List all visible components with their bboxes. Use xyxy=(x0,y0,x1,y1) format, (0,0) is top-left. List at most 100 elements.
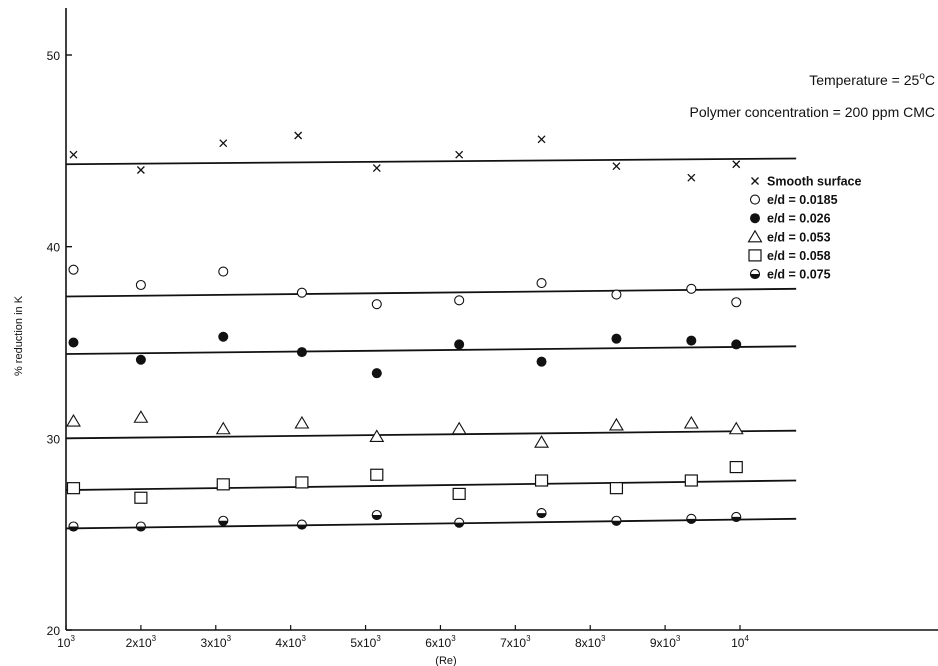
data-points xyxy=(66,131,744,532)
point-e-d-0-058 xyxy=(452,487,466,501)
point-e-d-0-026 xyxy=(536,356,547,367)
point-smooth-surface xyxy=(136,166,145,174)
x-tick-label: 7x103 xyxy=(500,634,531,650)
point-e-d-0-0185 xyxy=(731,297,742,308)
fit-line-e-d-0-053 xyxy=(65,429,797,440)
legend-marker-smooth-surface xyxy=(751,177,759,185)
point-e-d-0-053 xyxy=(728,421,744,435)
x-axis-title: (Re) xyxy=(435,655,456,666)
y-tick-label: 30 xyxy=(47,432,61,446)
legend-marker-e-d-0-026 xyxy=(750,213,760,224)
legend-label-e-d-0-058: e/d = 0.058 xyxy=(767,249,831,263)
point-e-d-0-0185 xyxy=(371,299,382,310)
legend-label-smooth-surface: Smooth surface xyxy=(767,175,862,189)
point-smooth-surface xyxy=(537,135,546,144)
point-e-d-0-053 xyxy=(534,435,550,448)
point-e-d-0-075 xyxy=(68,521,79,532)
point-e-d-0-053 xyxy=(369,429,385,442)
fit-line-e-d-0-026 xyxy=(65,345,797,355)
point-e-d-0-026 xyxy=(296,347,307,358)
point-e-d-0-026 xyxy=(68,337,79,348)
point-e-d-0-053 xyxy=(294,415,310,429)
x-tick-label: 103 xyxy=(57,634,75,650)
point-smooth-surface xyxy=(69,150,78,159)
legend-label-e-d-0-053: e/d = 0.053 xyxy=(767,230,831,244)
annotation-polymer-concentration: Polymer concentration = 200 ppm CMC xyxy=(690,104,936,120)
legend-marker-e-d-0-075 xyxy=(749,268,761,280)
point-smooth-surface xyxy=(687,173,696,182)
point-e-d-0-0185 xyxy=(536,278,547,289)
point-e-d-0-058 xyxy=(216,478,230,491)
point-smooth-surface xyxy=(455,150,464,159)
legend-marker-e-d-0-0185 xyxy=(749,194,761,205)
point-e-d-0-053 xyxy=(608,417,624,431)
point-e-d-0-0185 xyxy=(454,295,465,306)
axes: 20 30 40 50 103 2x103 3x103 4x103 5x103 6x103 7x10… xyxy=(47,8,938,650)
point-e-d-0-075 xyxy=(454,517,465,528)
point-e-d-0-026 xyxy=(371,368,382,379)
legend-label-e-d-0-075: e/d = 0.075 xyxy=(767,268,831,282)
point-e-d-0-058 xyxy=(534,474,549,487)
point-e-d-0-075 xyxy=(536,508,547,519)
x-tick-label: 9x103 xyxy=(650,634,681,650)
point-e-d-0-075 xyxy=(731,511,742,522)
point-e-d-0-075 xyxy=(686,513,697,524)
y-tick-label: 20 xyxy=(47,624,61,638)
y-tick-label: 50 xyxy=(47,49,61,63)
point-e-d-0-058 xyxy=(684,474,698,487)
point-smooth-surface xyxy=(732,160,741,169)
fit-lines xyxy=(65,157,797,530)
legend: Smooth surface e/d = 0.0185 e/d = 0.026 e/d… xyxy=(747,175,862,282)
point-e-d-0-053 xyxy=(133,410,149,423)
point-e-d-0-058 xyxy=(370,468,384,481)
point-smooth-surface xyxy=(612,162,621,171)
point-e-d-0-026 xyxy=(135,354,146,365)
point-e-d-0-026 xyxy=(611,333,622,344)
legend-label-e-d-0-026: e/d = 0.026 xyxy=(767,212,831,226)
legend-marker-e-d-0-058 xyxy=(748,249,762,262)
point-e-d-0-053 xyxy=(215,421,231,435)
point-smooth-surface xyxy=(219,139,228,148)
point-e-d-0-075 xyxy=(218,515,229,526)
point-e-d-0-075 xyxy=(296,519,307,530)
point-e-d-0-075 xyxy=(135,521,146,532)
annotations: Temperature = 25oC Polymer concentration… xyxy=(690,71,936,120)
x-tick-label: 3x103 xyxy=(201,634,232,650)
fit-line-e-d-0-0185 xyxy=(65,287,797,298)
point-e-d-0-058 xyxy=(134,491,148,504)
point-e-d-0-0185 xyxy=(218,266,229,277)
point-smooth-surface xyxy=(294,131,303,140)
point-e-d-0-053 xyxy=(66,414,81,427)
point-e-d-0-0185 xyxy=(135,279,146,291)
point-e-d-0-026 xyxy=(218,331,229,342)
point-e-d-0-0185 xyxy=(68,264,79,275)
legend-label-e-d-0-0185: e/d = 0.0185 xyxy=(767,193,838,207)
point-e-d-0-026 xyxy=(731,339,742,350)
x-tick-label: 2x103 xyxy=(126,634,157,650)
x-tick-label: 8x103 xyxy=(575,634,606,650)
point-e-d-0-0185 xyxy=(611,289,622,300)
x-tick-label: 5x103 xyxy=(350,634,381,650)
fit-line-e-d-0-058 xyxy=(65,479,797,491)
point-e-d-0-026 xyxy=(686,335,697,346)
legend-marker-e-d-0-053 xyxy=(747,229,763,243)
point-e-d-0-058 xyxy=(729,460,743,474)
point-e-d-0-058 xyxy=(295,476,309,489)
y-tick-label: 40 xyxy=(47,241,61,255)
y-axis-title: % reduction in K xyxy=(13,295,25,376)
fit-line-e-d-0-075 xyxy=(65,517,797,530)
x-tick-label: 104 xyxy=(731,634,749,650)
point-e-d-0-058 xyxy=(66,482,81,495)
x-tick-label: 6x103 xyxy=(425,634,456,650)
point-e-d-0-058 xyxy=(609,482,624,495)
point-e-d-0-053 xyxy=(683,415,699,429)
x-tick-label: 4x103 xyxy=(275,634,306,650)
point-e-d-0-075 xyxy=(371,509,382,521)
point-smooth-surface xyxy=(372,164,381,173)
point-e-d-0-0185 xyxy=(686,283,697,294)
point-e-d-0-0185 xyxy=(296,287,307,298)
fit-line-smooth-surface xyxy=(65,157,797,166)
annotation-temperature: Temperature = 25oC xyxy=(809,71,935,88)
point-e-d-0-075 xyxy=(611,515,622,526)
